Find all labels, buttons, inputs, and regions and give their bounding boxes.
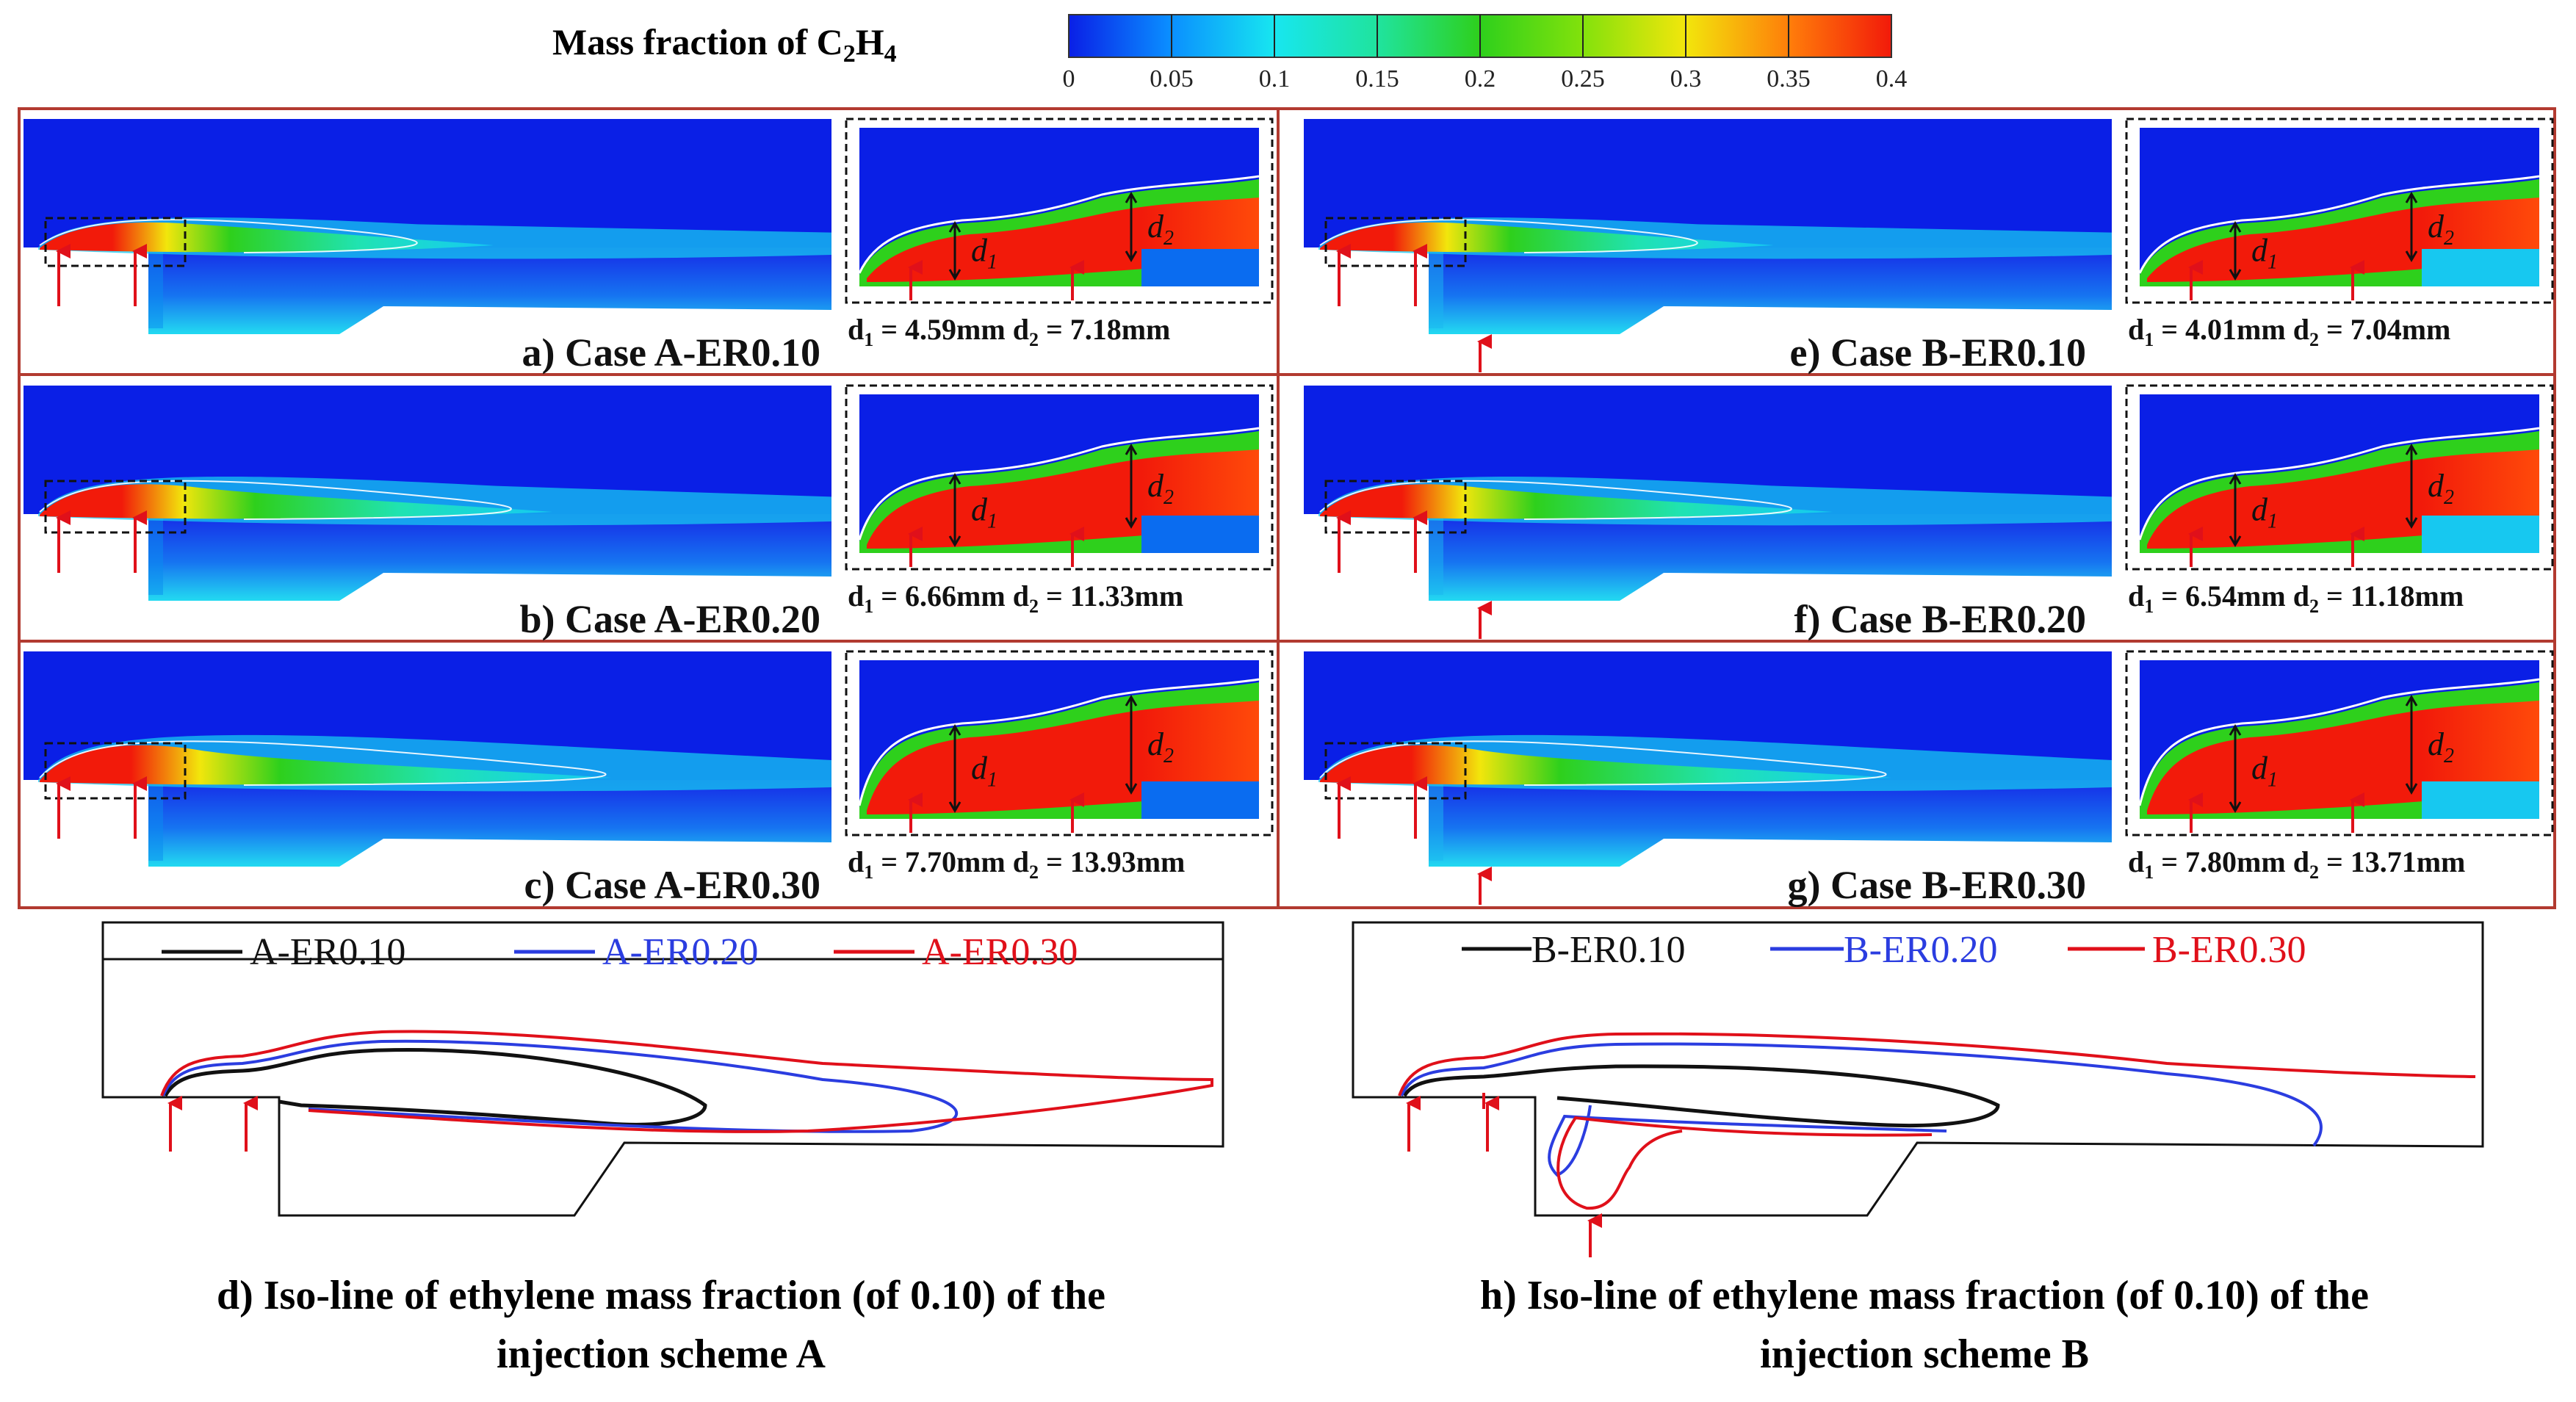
isoline-b-er020	[1400, 1042, 2323, 1177]
domain-lower	[1304, 514, 2112, 601]
fuel-jet-core	[1320, 745, 1891, 785]
colorbar: Mass fraction of C2H4 0 0.05 0.1 0.15 0.2 0.2…	[552, 14, 1908, 93]
legend-b-er020: B-ER0.20	[1844, 929, 1997, 971]
colorbar-tick-label: 0.25	[1561, 65, 1605, 93]
colorbar-tick-label: 0.1	[1259, 65, 1291, 93]
measurement-label: d1 = 6.66mm d2 = 11.33mm	[848, 579, 1183, 617]
legend-b-er010: B-ER0.10	[1531, 929, 1685, 971]
panel-caption: c) Case A-ER0.30	[524, 863, 820, 907]
zoom-cavity	[2422, 781, 2539, 822]
zoom-cavity	[1141, 516, 1259, 556]
measurement-label: d1 = 7.70mm d2 = 13.93mm	[848, 845, 1185, 883]
measurement-label: d1 = 4.01mm d2 = 7.04mm	[2128, 313, 2450, 350]
legend-a-er030: A-ER0.30	[922, 931, 1078, 973]
domain-lower	[24, 780, 831, 867]
fuel-jet-core	[40, 484, 552, 519]
colorbar-tick-label: 0	[1063, 65, 1075, 93]
panel-caption: f) Case B-ER0.20	[1794, 597, 2086, 641]
iso-line-white	[1319, 480, 1792, 520]
colorbar-tick-label: 0.05	[1150, 65, 1194, 93]
panel-caption: e) Case B-ER0.10	[1790, 330, 2086, 375]
fuel-jet-core	[40, 222, 494, 253]
colorbar-tick-label: 0.4	[1876, 65, 1908, 93]
domain-lower	[1304, 247, 2112, 334]
colorbar-tick-label: 0.35	[1767, 65, 1811, 93]
zoom-cavity	[1141, 249, 1259, 289]
fuel-jet-core	[1320, 222, 1774, 253]
panel-caption: a) Case A-ER0.10	[522, 330, 820, 375]
legend-a: A-ER0.10 A-ER0.20 A-ER0.30	[162, 931, 1078, 973]
legend-a-er010: A-ER0.10	[250, 931, 405, 973]
isoline-b-er030	[1398, 1032, 2476, 1210]
zoom-region-box	[44, 742, 187, 800]
panel-caption: b) Case A-ER0.20	[519, 597, 820, 641]
contour-panels: d1 d2 d1 = 4.59mm d2 = 7.18mm a) Case A-ER0…	[24, 118, 2554, 907]
isoline-b-er010	[1402, 1064, 2000, 1127]
zoom-iso-line	[858, 427, 1260, 541]
scheme-b-frame	[1277, 107, 2556, 909]
colorbar-ticks: 0 0.05 0.1 0.15 0.2 0.25 0.3 0.35 0.4	[1063, 15, 1908, 93]
legend-b-er030: B-ER0.30	[2152, 929, 2306, 971]
caption-d-line1: d) Iso-line of ethylene mass fraction (o…	[217, 1273, 1105, 1318]
measurement-label: d1 = 7.80mm d2 = 13.71mm	[2128, 845, 2465, 883]
fuel-jet-core	[1320, 484, 1833, 519]
zoom-iso-line	[2138, 175, 2540, 274]
zoom-iso-line	[858, 175, 1260, 274]
domain-lower	[1304, 780, 2112, 867]
domain-lower	[24, 514, 831, 601]
iso-line-white	[39, 480, 512, 520]
colorbar-tick-label: 0.2	[1465, 65, 1496, 93]
isoline-panel-h: B-ER0.10 B-ER0.20 B-ER0.30 h) Iso-line o…	[1352, 921, 2484, 1377]
channel-outline-a	[101, 921, 1224, 1217]
d2-symbol: d2	[1147, 468, 1174, 509]
legend-a-er020: A-ER0.20	[602, 931, 758, 973]
fuel-jet-core	[40, 745, 611, 785]
zoom-iso-line	[858, 678, 1260, 806]
colorbar-tick-label: 0.15	[1355, 65, 1399, 93]
iso-line-white	[39, 740, 607, 786]
isoline-a-er010	[163, 1048, 707, 1127]
panel-caption: g) Case B-ER0.30	[1788, 863, 2086, 907]
zoom-cavity	[2422, 516, 2539, 556]
colorbar-title: Mass fraction of C2H4	[552, 21, 897, 68]
domain-lower	[24, 247, 831, 334]
iso-line-white	[1319, 219, 1698, 253]
contour-panel-b: d1 d2 d1 = 6.66mm d2 = 11.33mm b) Case A-ER…	[24, 384, 1274, 641]
zoom-region-box	[1324, 742, 1467, 800]
caption-h-line2: injection scheme B	[1760, 1331, 2089, 1377]
zoom-cavity	[2422, 249, 2539, 289]
isoline-panel-d: A-ER0.10 A-ER0.20 A-ER0.30 d) Iso-line o…	[101, 921, 1224, 1377]
zoom-iso-line	[2138, 678, 2540, 806]
caption-d-line2: injection scheme A	[497, 1331, 826, 1377]
iso-line-white	[1319, 740, 1887, 786]
zoom-region-box	[1324, 480, 1467, 534]
iso-line-white	[39, 219, 418, 253]
isoline-a-er020	[162, 1039, 959, 1133]
zoom-region-box	[44, 480, 187, 534]
caption-h-line1: h) Iso-line of ethylene mass fraction (o…	[1480, 1273, 2369, 1318]
d2-symbol: d2	[1147, 726, 1174, 767]
measurement-label: d1 = 4.59mm d2 = 7.18mm	[848, 313, 1170, 350]
panel-frames	[18, 107, 2556, 909]
zoom-iso-line	[2138, 427, 2540, 541]
legend-b: B-ER0.10 B-ER0.20 B-ER0.30	[1462, 929, 2306, 971]
isoline-a-er030	[160, 1030, 1213, 1133]
d1-symbol: d1	[971, 492, 997, 533]
measurement-label: d1 = 6.54mm d2 = 11.18mm	[2128, 579, 2464, 617]
zoom-cavity	[1141, 781, 1259, 822]
colorbar-tick-label: 0.3	[1670, 65, 1702, 93]
